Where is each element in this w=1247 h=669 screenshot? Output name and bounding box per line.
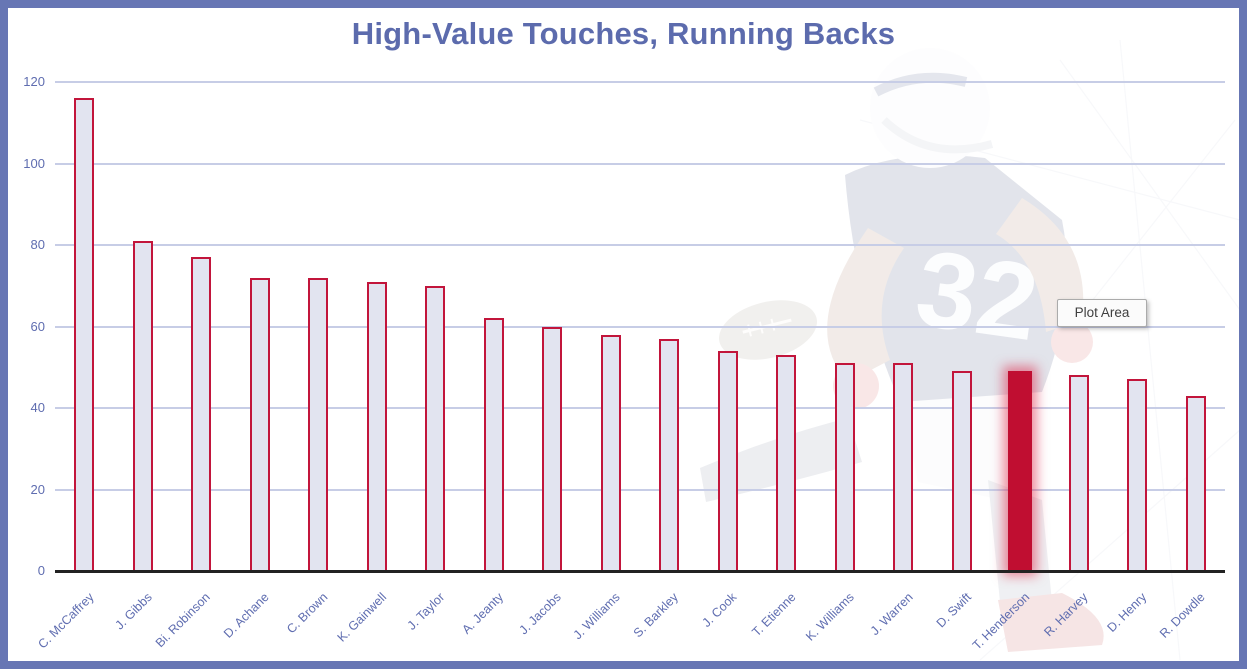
x-axis-category-label: D. Henry <box>1104 590 1150 635</box>
y-axis-tick-label: 80 <box>30 237 45 252</box>
y-axis-tick-label: 60 <box>30 318 45 334</box>
bar-t-henderson[interactable] <box>1008 371 1033 571</box>
bar-j-gibbs[interactable] <box>132 240 153 571</box>
x-axis-category-label: K. Gainwell <box>334 590 389 645</box>
bar-k-williams[interactable] <box>834 363 855 571</box>
x-axis-category-label: J. Williams <box>570 590 623 643</box>
x-axis-category-label: T. Etienne <box>748 590 799 640</box>
bar-t-etienne[interactable] <box>776 355 797 571</box>
bar-k-gainwell[interactable] <box>366 281 387 571</box>
y-axis-tick-label: 100 <box>23 155 45 171</box>
bar-d-swift[interactable] <box>951 371 972 571</box>
x-axis-category-label: T. Henderson <box>969 590 1033 653</box>
y-axis-tick-label: 20 <box>30 481 45 497</box>
gridline <box>55 81 1225 83</box>
y-axis-tick-label: 40 <box>30 400 45 415</box>
bar-d-henry[interactable] <box>1127 379 1148 571</box>
bar-r-harvey[interactable] <box>1068 375 1089 571</box>
gridline <box>55 325 1225 328</box>
gridline <box>55 162 1225 165</box>
bar-j-williams[interactable] <box>600 334 621 571</box>
y-axis-tick-label: 0 <box>37 563 45 578</box>
bar-j-jacobs[interactable] <box>542 326 563 571</box>
x-axis-category-label: R. Dowdle <box>1157 590 1208 641</box>
y-axis-tick-label: 120 <box>23 74 45 89</box>
x-axis-category-label: J. Cook <box>699 590 740 630</box>
x-axis-category-label: A. Jeanty <box>458 590 506 637</box>
bar-s-barkley[interactable] <box>659 338 680 571</box>
bar-d-achane[interactable] <box>249 277 270 571</box>
x-axis-category-label: D. Achane <box>221 590 272 641</box>
bar-j-taylor[interactable] <box>425 285 446 571</box>
x-axis-category-label: J. Warren <box>867 590 916 638</box>
x-axis-line <box>55 570 1225 573</box>
gridline <box>55 244 1225 246</box>
x-axis-category-label: D. Swift <box>933 590 974 631</box>
x-axis-category-label: S. Barkley <box>631 590 682 641</box>
x-axis-category-label: C. Brown <box>283 590 331 637</box>
bar-r-dowdle[interactable] <box>1185 395 1206 571</box>
x-axis-category-label: Bi. Robinson <box>153 590 214 651</box>
bar-j-cook[interactable] <box>717 350 738 571</box>
x-axis-category-label: J. Gibbs <box>112 590 155 633</box>
x-axis-category-label: C. McCaffrey <box>34 590 97 652</box>
bar-c-brown[interactable] <box>308 277 329 571</box>
x-axis-category-label: K. Williams <box>803 590 857 644</box>
bar-a-jeanty[interactable] <box>483 318 504 571</box>
bar-j-warren[interactable] <box>893 363 914 571</box>
x-axis-category-label: J. Taylor <box>404 590 448 633</box>
gridline <box>55 488 1225 491</box>
gridline <box>55 407 1225 409</box>
plot-area-tooltip: Plot Area <box>1057 299 1147 327</box>
bar-bi-robinson[interactable] <box>191 257 212 571</box>
chart-title[interactable]: High-Value Touches, Running Backs <box>351 16 896 51</box>
x-axis-category-label: J. Jacobs <box>516 590 565 638</box>
x-axis-category-label: R. Harvey <box>1041 590 1091 640</box>
bar-c-mccaffrey[interactable] <box>74 98 95 571</box>
